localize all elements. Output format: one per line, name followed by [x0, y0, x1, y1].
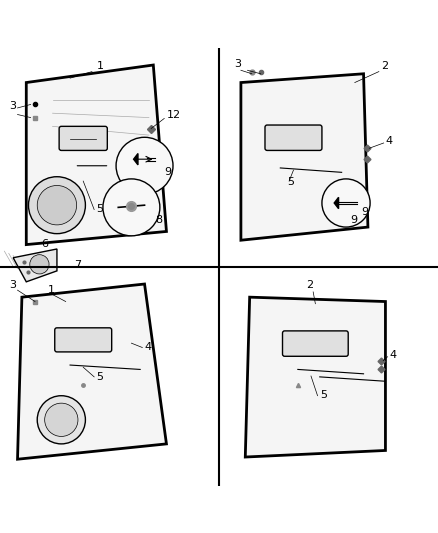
Circle shape	[37, 185, 77, 225]
FancyBboxPatch shape	[283, 331, 348, 356]
Text: 3: 3	[9, 101, 16, 111]
PathPatch shape	[13, 249, 57, 282]
Text: 2: 2	[381, 61, 388, 71]
Circle shape	[116, 138, 173, 194]
Text: 3: 3	[234, 59, 241, 69]
Text: 3: 3	[9, 280, 16, 290]
Text: 12: 12	[166, 110, 180, 119]
PathPatch shape	[26, 65, 166, 245]
PathPatch shape	[18, 284, 166, 459]
Circle shape	[322, 179, 370, 227]
Polygon shape	[334, 197, 339, 209]
Text: 4: 4	[390, 351, 397, 360]
Text: 2: 2	[307, 280, 314, 290]
Circle shape	[37, 395, 85, 444]
Text: 5: 5	[287, 177, 294, 188]
Text: 5: 5	[96, 373, 103, 382]
Circle shape	[103, 179, 160, 236]
PathPatch shape	[241, 74, 368, 240]
Text: 9: 9	[361, 207, 368, 217]
Text: 4: 4	[385, 136, 392, 146]
FancyBboxPatch shape	[265, 125, 322, 150]
Text: 4: 4	[145, 342, 152, 352]
Circle shape	[28, 177, 85, 233]
Text: 9: 9	[164, 166, 171, 176]
Text: 8: 8	[155, 215, 162, 225]
Text: 5: 5	[96, 204, 103, 214]
Text: 7: 7	[74, 260, 81, 270]
Text: 1: 1	[48, 285, 55, 295]
Polygon shape	[134, 154, 138, 165]
FancyBboxPatch shape	[59, 126, 107, 150]
FancyBboxPatch shape	[55, 328, 112, 352]
Text: 1: 1	[96, 61, 103, 71]
Circle shape	[30, 255, 49, 274]
PathPatch shape	[245, 297, 385, 457]
Text: 5: 5	[320, 390, 327, 400]
Circle shape	[45, 403, 78, 437]
Text: 6: 6	[42, 239, 49, 249]
Text: 9: 9	[350, 215, 357, 225]
